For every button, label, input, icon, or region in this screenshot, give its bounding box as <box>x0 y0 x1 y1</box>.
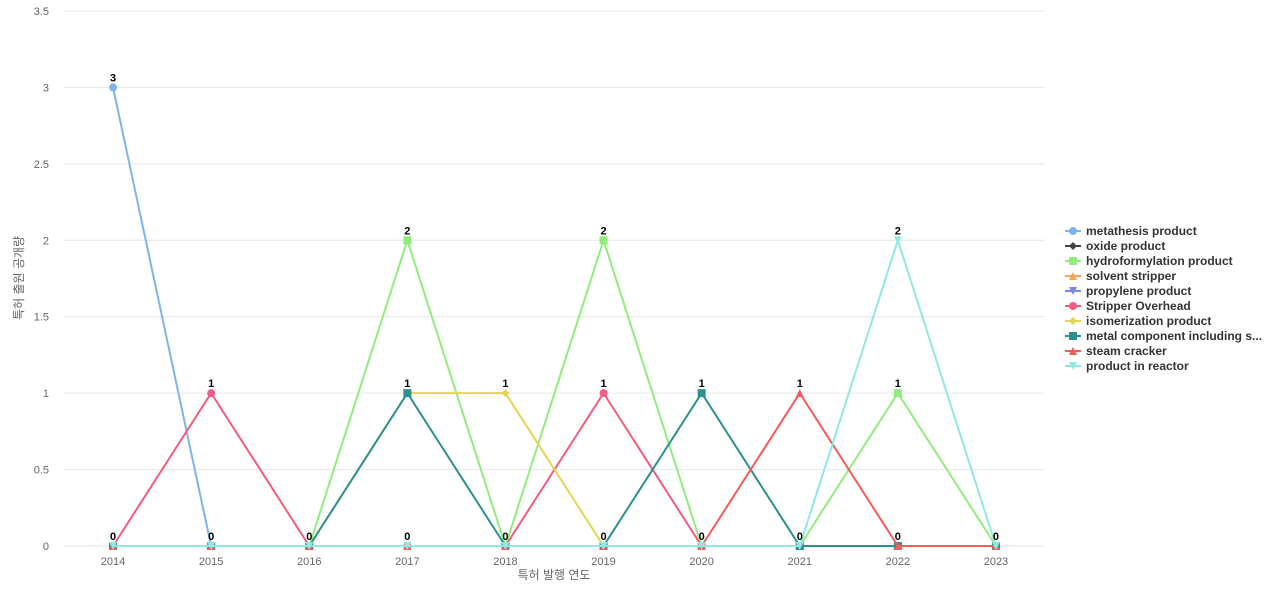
x-tick-label: 2018 <box>493 556 517 568</box>
data-label: 0 <box>797 531 803 543</box>
data-label: 0 <box>404 531 410 543</box>
legend-label: hydroformylation product <box>1086 254 1233 268</box>
x-axis-title: 특허 발행 연도 <box>518 567 591 582</box>
marker <box>1069 272 1077 280</box>
data-label: 1 <box>600 378 606 390</box>
legend-label: propylene product <box>1086 284 1191 298</box>
marker <box>697 542 706 550</box>
marker <box>305 542 314 550</box>
marker <box>893 542 902 550</box>
data-label: 2 <box>404 225 410 237</box>
marker <box>1069 347 1077 355</box>
marker <box>501 389 510 398</box>
legend-label: product in reactor <box>1086 359 1189 373</box>
legend-label: Stripper Overhead <box>1086 299 1191 313</box>
x-tick-label: 2016 <box>297 556 321 568</box>
data-label: 1 <box>502 378 508 390</box>
y-axis-title: 특허 출원 공개량 <box>12 236 26 320</box>
x-tick-label: 2015 <box>199 556 223 568</box>
marker <box>599 542 608 550</box>
marker <box>403 389 412 398</box>
marker <box>109 542 118 550</box>
y-tick-label: 3 <box>43 82 49 94</box>
marker <box>893 236 902 245</box>
data-label: 0 <box>306 531 312 543</box>
marker <box>1069 227 1077 235</box>
data-label: 1 <box>699 378 705 390</box>
data-label: 0 <box>993 531 999 543</box>
x-tick-label: 2014 <box>101 556 125 568</box>
marker <box>207 542 216 550</box>
marker <box>599 389 608 398</box>
y-tick-label: 1 <box>43 388 49 400</box>
y-tick-label: 2.5 <box>34 159 49 171</box>
data-label: 2 <box>895 225 901 237</box>
legend-label: steam cracker <box>1086 344 1167 358</box>
x-tick-label: 2020 <box>689 556 713 568</box>
data-label: 1 <box>895 378 901 390</box>
y-tick-label: 0.5 <box>34 465 49 477</box>
x-tick-label: 2017 <box>395 556 419 568</box>
marker <box>991 542 1000 550</box>
legend-label: solvent stripper <box>1086 269 1176 283</box>
y-tick-label: 2 <box>43 235 49 247</box>
x-tick-label: 2022 <box>886 556 910 568</box>
marker <box>207 389 216 398</box>
marker <box>403 542 412 550</box>
legend-label: isomerization product <box>1086 314 1211 328</box>
marker <box>1069 362 1077 370</box>
marker <box>109 83 118 92</box>
x-tick-label: 2023 <box>984 556 1008 568</box>
marker <box>1069 287 1077 295</box>
legend-label: oxide product <box>1086 239 1165 253</box>
series-line <box>113 237 997 547</box>
marker <box>599 236 608 245</box>
data-label: 0 <box>600 531 606 543</box>
data-label: 0 <box>699 531 705 543</box>
marker <box>501 542 510 550</box>
marker <box>1069 317 1077 325</box>
marker <box>1069 302 1077 310</box>
marker <box>1069 242 1077 250</box>
marker <box>403 236 412 245</box>
data-label: 0 <box>110 531 116 543</box>
x-tick-label: 2021 <box>788 556 812 568</box>
y-tick-label: 0 <box>43 541 49 553</box>
data-label: 3 <box>110 72 116 84</box>
data-label: 2 <box>600 225 606 237</box>
marker <box>1069 257 1077 265</box>
marker <box>1069 332 1077 340</box>
legend-label: metathesis product <box>1086 224 1197 238</box>
x-tick-label: 2019 <box>591 556 615 568</box>
data-label: 0 <box>502 531 508 543</box>
data-label: 0 <box>895 531 901 543</box>
marker <box>795 542 804 550</box>
marker <box>893 389 902 398</box>
data-label: 1 <box>208 378 214 390</box>
legend-label: metal component including s... <box>1086 329 1262 343</box>
data-label: 1 <box>404 378 410 390</box>
data-label: 1 <box>797 378 803 390</box>
y-tick-label: 1.5 <box>34 312 49 324</box>
y-tick-label: 3.5 <box>34 6 49 18</box>
data-label: 0 <box>208 531 214 543</box>
marker <box>697 389 706 398</box>
marker <box>795 389 804 398</box>
